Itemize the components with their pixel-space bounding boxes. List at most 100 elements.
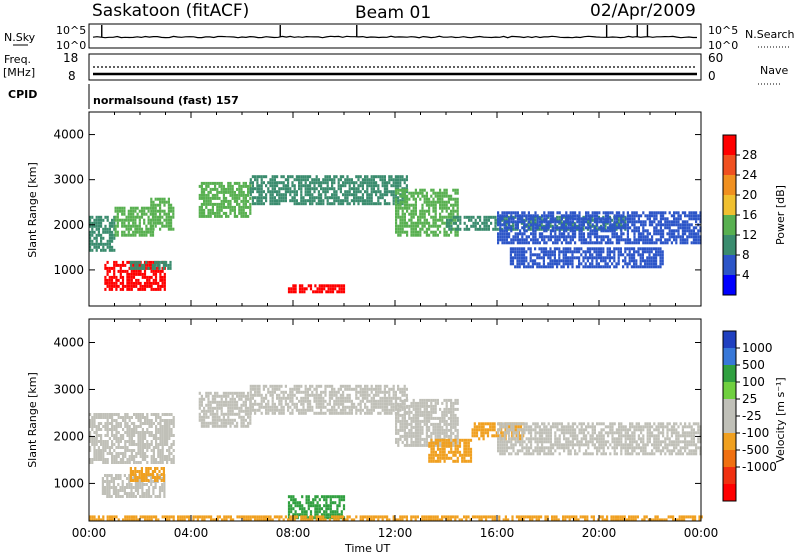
heatmap-cell <box>149 221 152 225</box>
heatmap-cell <box>483 221 486 225</box>
heatmap-cell <box>383 181 386 185</box>
heatmap-cell <box>333 175 336 179</box>
heatmap-cell <box>406 194 409 198</box>
heatmap-cell <box>434 431 437 435</box>
heatmap-cell <box>425 200 428 204</box>
heatmap-cell <box>675 217 678 221</box>
heatmap-cell <box>129 473 132 476</box>
heatmap-cell <box>240 208 243 212</box>
heatmap-cell <box>326 175 329 179</box>
heatmap-cell <box>339 202 342 206</box>
heatmap-cell <box>408 410 411 414</box>
heatmap-cell <box>574 223 577 227</box>
heatmap-cell <box>244 412 247 416</box>
heatmap-cell <box>403 416 406 420</box>
heatmap-cell <box>364 405 367 409</box>
heatmap-cell <box>432 425 435 429</box>
heatmap-cell <box>541 226 544 230</box>
heatmap-cell <box>111 218 114 222</box>
heatmap-cell <box>434 191 437 195</box>
heatmap-cell <box>695 217 698 221</box>
heatmap-cell <box>110 275 114 279</box>
heatmap-cell <box>423 422 426 426</box>
heatmap-cell <box>443 227 446 231</box>
heatmap-cell <box>165 260 168 264</box>
heatmap-cell <box>159 206 162 210</box>
heatmap-cell <box>108 416 111 419</box>
heatmap-cell <box>355 199 358 203</box>
heatmap-cell <box>441 218 444 222</box>
heatmap-cell <box>133 449 136 452</box>
heatmap-cell <box>434 422 437 426</box>
heatmap-cell <box>97 452 100 455</box>
heatmap-cell <box>408 422 411 426</box>
heatmap-cell <box>556 235 559 239</box>
heatmap-cell <box>203 406 206 410</box>
heatmap-cell <box>198 208 201 212</box>
heatmap-cell <box>443 230 446 234</box>
heatmap-cell <box>342 184 345 188</box>
heatmap-cell <box>509 250 512 254</box>
heatmap-cell <box>419 437 422 441</box>
heatmap-cell <box>151 476 154 479</box>
heatmap-cell <box>684 241 687 245</box>
heatmap-cell <box>229 181 232 185</box>
heatmap-cell <box>591 214 594 218</box>
heatmap-cell <box>284 402 287 406</box>
heatmap-cell <box>552 211 555 215</box>
heatmap-cell <box>262 405 265 409</box>
heatmap-cell <box>240 394 243 398</box>
heatmap-cell <box>331 408 334 412</box>
heatmap-cell <box>401 405 404 409</box>
heatmap-cell <box>280 187 283 191</box>
heatmap-cell <box>104 458 107 461</box>
heatmap-cell <box>355 408 358 412</box>
heatmap-cell <box>607 211 610 215</box>
heatmap-cell <box>326 202 329 206</box>
heatmap-cell <box>258 405 261 409</box>
heatmap-cell <box>300 396 303 400</box>
heatmap-cell <box>379 387 382 391</box>
heatmap-cell <box>659 250 662 254</box>
heatmap-cell <box>102 461 105 464</box>
heatmap-cell <box>414 443 417 447</box>
heatmap-cell <box>170 224 173 228</box>
heatmap-cell <box>580 226 583 230</box>
heatmap-cell <box>600 217 603 221</box>
heatmap-cell <box>668 238 671 242</box>
heatmap-cell <box>403 434 406 438</box>
heatmap-cell <box>626 226 629 230</box>
heatmap-cell <box>657 247 660 251</box>
heatmap-cell <box>273 181 276 185</box>
heatmap-cell <box>139 431 142 434</box>
heatmap-cell <box>154 269 158 273</box>
heatmap-cell <box>306 184 309 188</box>
heatmap-cell <box>312 290 315 294</box>
heatmap-cell <box>117 477 120 480</box>
heatmap-cell <box>89 437 92 440</box>
heatmap-cell <box>302 184 305 188</box>
heatmap-cell <box>403 405 406 409</box>
heatmap-cell <box>626 253 629 257</box>
heatmap-cell <box>111 239 114 243</box>
heatmap-cell <box>355 196 358 200</box>
heatmap-cell <box>300 408 303 412</box>
heatmap-cell <box>108 452 111 455</box>
heatmap-cell <box>417 419 420 423</box>
heatmap-cell <box>200 394 203 398</box>
heatmap-cell <box>454 401 457 405</box>
heatmap-cell <box>136 224 139 228</box>
heatmap-cell <box>295 175 298 179</box>
heatmap-cell <box>423 230 426 234</box>
heatmap-cell <box>497 232 500 236</box>
heatmap-cell <box>247 394 250 398</box>
heatmap-cell <box>511 259 515 263</box>
heatmap-cell <box>547 211 550 215</box>
heatmap-cell <box>630 253 633 257</box>
heatmap-cell <box>262 396 265 400</box>
heatmap-cell <box>348 181 351 185</box>
heatmap-cell <box>157 266 160 270</box>
heatmap-cell <box>556 238 559 242</box>
heatmap-cell <box>412 212 415 216</box>
heatmap-cell <box>443 194 446 198</box>
